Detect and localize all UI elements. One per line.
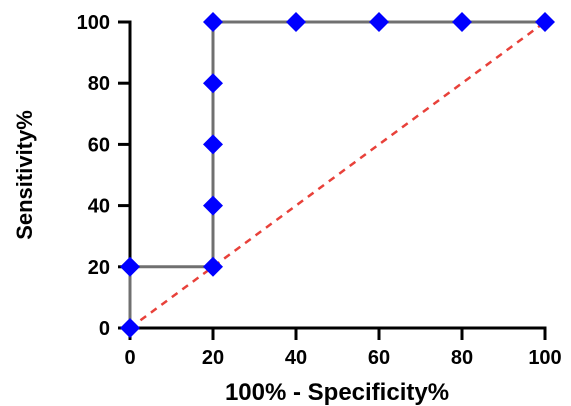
- y-axis-title: Sensitivity%: [12, 110, 37, 240]
- y-tick-label: 80: [88, 73, 110, 95]
- roc-data-point: [203, 73, 223, 94]
- x-tick-label: 60: [368, 347, 390, 369]
- x-tick-label: 20: [202, 347, 224, 369]
- x-tick-label: 0: [124, 347, 135, 369]
- x-tick-label: 80: [451, 347, 473, 369]
- x-axis-title: 100% - Specificity%: [225, 379, 449, 406]
- roc-data-point: [535, 12, 555, 32]
- roc-data-point: [286, 12, 306, 32]
- roc-data-point: [120, 318, 140, 338]
- x-axis: 0 20 40 60 80 100: [124, 326, 562, 369]
- x-tick-label: 40: [285, 347, 307, 369]
- roc-data-point: [203, 256, 223, 277]
- roc-data-point: [203, 195, 223, 216]
- y-tick-label: 40: [88, 196, 110, 218]
- roc-data-point: [203, 12, 223, 32]
- plot-area: [120, 12, 555, 338]
- roc-curve-line: [128, 20, 545, 328]
- y-tick-label: 60: [88, 134, 110, 156]
- y-tick-label: 100: [77, 12, 110, 34]
- roc-data-point: [369, 12, 389, 32]
- x-tick-label: 100: [528, 347, 561, 369]
- reference-line: [129, 20, 546, 330]
- roc-data-point: [203, 134, 223, 155]
- roc-data-point: [452, 12, 472, 32]
- roc-data-point: [120, 256, 140, 277]
- y-tick-label: 20: [88, 257, 110, 279]
- y-axis: 0 20 40 60 80 100: [77, 12, 132, 340]
- y-tick-label: 0: [99, 318, 110, 340]
